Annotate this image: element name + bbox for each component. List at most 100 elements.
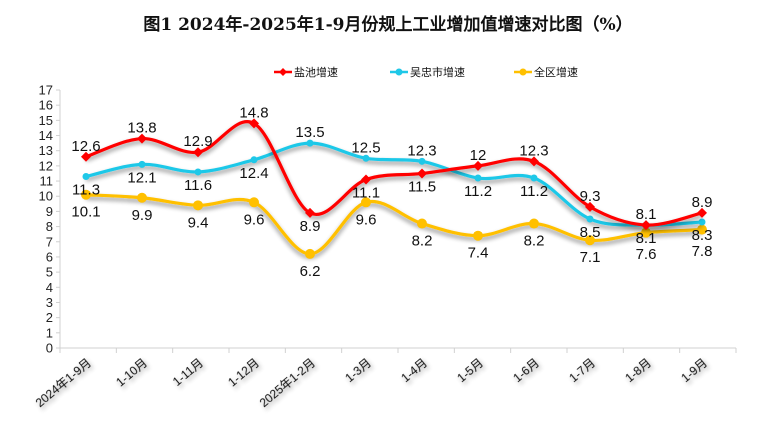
y-tick-label: 3 <box>46 295 53 310</box>
data-label: 12.4 <box>239 165 268 182</box>
y-tick-label: 2 <box>46 310 53 325</box>
x-tick-label: 1-12月 <box>225 356 262 390</box>
y-tick-label: 1 <box>46 325 53 340</box>
legend-item: 全区增速 <box>514 65 578 79</box>
y-tick-label: 6 <box>46 249 53 264</box>
data-point <box>586 215 594 223</box>
y-tick-label: 0 <box>46 341 53 356</box>
data-point <box>474 174 482 182</box>
data-point <box>193 147 203 158</box>
data-point <box>194 168 202 176</box>
data-label: 12 <box>470 147 487 164</box>
data-point <box>697 207 707 218</box>
data-point <box>418 157 426 165</box>
data-label: 7.8 <box>692 243 713 260</box>
series-1 <box>81 118 707 231</box>
data-label: 8.1 <box>636 206 657 223</box>
y-tick-label: 9 <box>46 204 53 219</box>
data-point <box>585 235 595 246</box>
series-3 <box>81 189 707 259</box>
data-label: 7.6 <box>636 246 657 263</box>
y-tick-label: 4 <box>46 280 53 295</box>
y-tick-label: 7 <box>46 234 53 249</box>
legend-label: 全区增速 <box>534 65 578 79</box>
y-tick-label: 12 <box>39 158 53 173</box>
data-label: 13.8 <box>127 120 156 137</box>
data-point <box>193 200 203 211</box>
data-point <box>306 139 314 147</box>
legend-marker <box>279 68 287 76</box>
x-tick-label: 1-5月 <box>454 356 485 386</box>
data-point <box>305 248 315 259</box>
x-tick-label: 1-6月 <box>510 356 541 386</box>
data-point <box>473 160 483 171</box>
legend-label: 吴忠市增速 <box>410 65 465 79</box>
data-point <box>361 197 371 208</box>
data-point <box>82 173 90 181</box>
legend-item: 盐池增速 <box>274 65 338 79</box>
data-point <box>417 218 427 229</box>
x-tick-label: 1-8月 <box>622 356 653 386</box>
y-tick-label: 17 <box>39 83 53 98</box>
data-point <box>138 160 146 168</box>
data-label: 7.1 <box>580 249 601 266</box>
data-label: 7.4 <box>468 245 489 262</box>
x-tick-label: 1-7月 <box>566 356 597 386</box>
x-tick-label: 1-10月 <box>113 356 150 390</box>
data-label: 8.3 <box>692 227 713 244</box>
data-point <box>362 154 370 162</box>
data-point <box>305 207 315 218</box>
data-label: 12.1 <box>127 169 156 186</box>
data-label: 11.2 <box>464 183 492 200</box>
data-point <box>249 197 259 208</box>
y-tick-label: 11 <box>40 174 54 189</box>
y-tick-label: 16 <box>39 98 53 113</box>
legend-label: 盐池增速 <box>294 65 338 79</box>
data-label: 8.5 <box>580 224 601 241</box>
data-label: 8.9 <box>692 194 713 211</box>
data-label: 11.5 <box>408 178 436 195</box>
data-label: 12.9 <box>183 133 212 150</box>
x-tick-label: 1-11月 <box>170 356 206 389</box>
data-point <box>641 220 651 231</box>
data-point <box>417 168 427 179</box>
data-point <box>361 174 371 185</box>
data-label: 9.9 <box>132 207 153 224</box>
data-label: 8.2 <box>412 233 433 250</box>
data-label: 10.1 <box>71 204 100 221</box>
data-label: 14.8 <box>239 104 268 121</box>
data-point <box>137 133 147 144</box>
data-point <box>698 218 706 226</box>
y-tick-label: 5 <box>46 265 53 280</box>
data-point <box>529 156 539 167</box>
x-tick-label: 2024年1-9月 <box>33 356 94 410</box>
series-line <box>85 141 703 227</box>
data-point <box>529 218 539 229</box>
legend-item: 吴忠市增速 <box>390 65 465 79</box>
data-point <box>530 174 538 182</box>
legend-marker <box>519 68 527 76</box>
data-label: 9.3 <box>580 188 601 205</box>
series-2 <box>82 139 706 229</box>
data-label: 12.3 <box>519 142 548 159</box>
legend-marker <box>395 68 403 76</box>
data-point <box>81 189 91 200</box>
data-point <box>137 192 147 203</box>
data-label: 8.9 <box>300 218 321 235</box>
data-label: 9.6 <box>356 211 377 228</box>
y-tick-label: 8 <box>46 219 53 234</box>
data-label: 11.1 <box>352 185 380 202</box>
data-label: 11.2 <box>520 183 548 200</box>
y-tick-label: 14 <box>39 128 53 143</box>
data-point <box>585 201 595 212</box>
data-point <box>697 224 707 235</box>
data-point <box>641 227 651 238</box>
y-tick-label: 10 <box>39 189 53 204</box>
y-tick-label: 13 <box>39 143 53 158</box>
data-label: 6.2 <box>300 263 321 280</box>
data-label: 12.6 <box>71 138 100 155</box>
x-tick-label: 1-3月 <box>342 356 373 386</box>
data-point <box>250 156 258 164</box>
